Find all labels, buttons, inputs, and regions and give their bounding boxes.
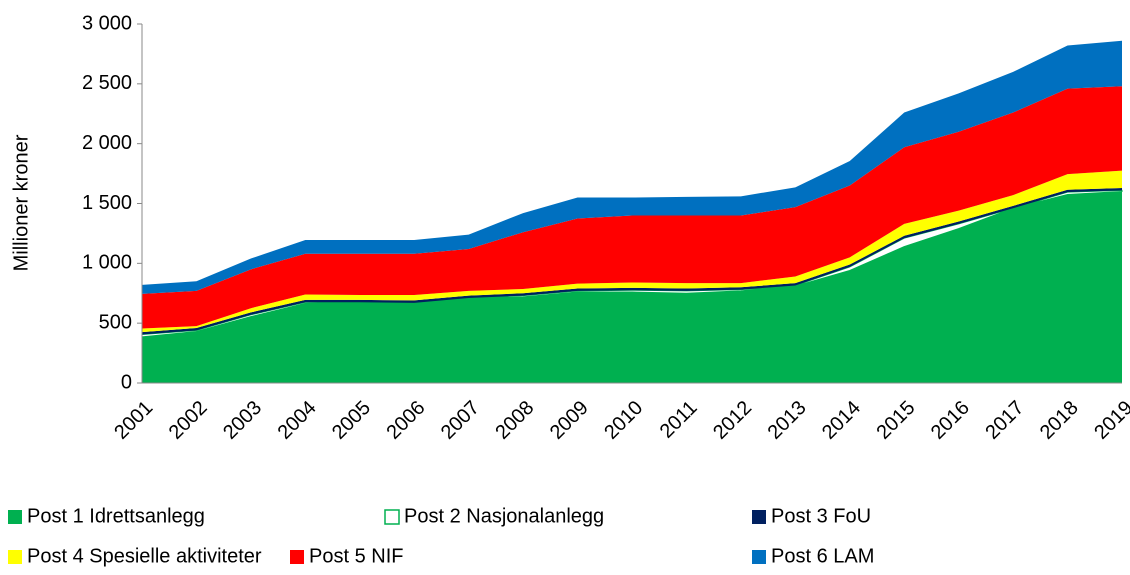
x-tick-label: 2016 (927, 397, 974, 444)
x-tick-label: 2009 (546, 397, 593, 444)
legend-label: Post 2 Nasjonalanlegg (404, 505, 604, 527)
legend-label: Post 5 NIF (309, 545, 403, 567)
x-tick-label: 2012 (709, 397, 756, 444)
y-tick-label: 1 500 (82, 192, 132, 214)
area (142, 191, 1122, 383)
x-tick-label: 2013 (764, 397, 811, 444)
legend-swatch (290, 550, 304, 564)
x-tick-label: 2004 (274, 397, 321, 444)
x-tick-label: 2017 (981, 397, 1028, 444)
y-axis-label: Millioner kroner (10, 134, 32, 271)
legend-swatch (8, 550, 22, 564)
legend-swatch (8, 510, 22, 524)
x-tick-label: 2008 (491, 397, 538, 444)
x-tick-label: 2018 (1036, 397, 1083, 444)
y-tick-label: 1 000 (82, 252, 132, 274)
area (142, 40, 1122, 294)
legend-swatch (752, 510, 766, 524)
y-tick-label: 500 (99, 311, 132, 333)
legend-swatch (752, 550, 766, 564)
x-tick-label: 2015 (872, 397, 919, 444)
y-tick-label: 3 000 (82, 12, 132, 34)
x-tick-label: 2010 (600, 397, 647, 444)
x-tick-label: 2019 (1090, 397, 1130, 444)
x-tick-label: 2001 (110, 397, 157, 444)
legend-label: Post 4 Spesielle aktiviteter (27, 545, 262, 567)
x-tick-label: 2007 (437, 397, 484, 444)
x-tick-label: 2002 (165, 397, 212, 444)
legend-label: Post 3 FoU (771, 505, 871, 527)
y-tick-label: 2 500 (82, 72, 132, 94)
x-tick-label: 2003 (219, 397, 266, 444)
area (141, 189, 1123, 338)
y-tick-label: 2 000 (82, 132, 132, 154)
x-tick-label: 2011 (656, 397, 702, 443)
area (142, 86, 1122, 329)
legend-label: Post 1 Idrettsanlegg (27, 505, 205, 527)
legend-label: Post 6 LAM (771, 545, 874, 567)
x-tick-label: 2014 (818, 397, 865, 444)
y-tick-label: 0 (121, 371, 132, 393)
legend-swatch (384, 509, 400, 525)
x-tick-label: 2006 (382, 397, 429, 444)
x-tick-label: 2005 (328, 397, 375, 444)
